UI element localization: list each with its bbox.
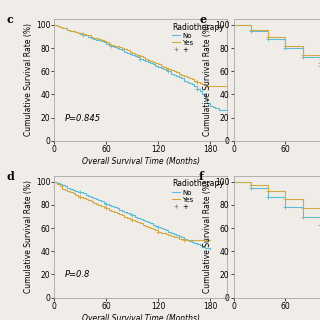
Text: c: c [6,14,13,25]
Y-axis label: Cumulative Survival Rate (%): Cumulative Survival Rate (%) [24,23,33,137]
Text: P=0.8: P=0.8 [65,270,90,279]
Text: d: d [6,171,14,182]
Legend: No, Yes, +: No, Yes, + [169,20,227,56]
Text: f: f [199,171,204,182]
Y-axis label: Cumulative Survival Rate (%): Cumulative Survival Rate (%) [24,180,33,293]
X-axis label: Overall Survival Time (Months): Overall Survival Time (Months) [82,157,200,166]
Legend: No, Yes, +: No, Yes, + [169,177,227,212]
Text: P=0.845: P=0.845 [65,114,101,123]
Y-axis label: Cumulative Survival Rate (%): Cumulative Survival Rate (%) [203,180,212,293]
X-axis label: Overall Survival Time (Months): Overall Survival Time (Months) [82,314,200,320]
Text: e: e [199,14,206,25]
Y-axis label: Cumulative Survival Rate (%): Cumulative Survival Rate (%) [203,23,212,137]
